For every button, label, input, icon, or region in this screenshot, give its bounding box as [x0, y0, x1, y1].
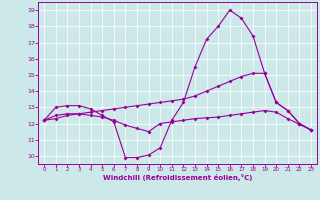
X-axis label: Windchill (Refroidissement éolien,°C): Windchill (Refroidissement éolien,°C) [103, 174, 252, 181]
